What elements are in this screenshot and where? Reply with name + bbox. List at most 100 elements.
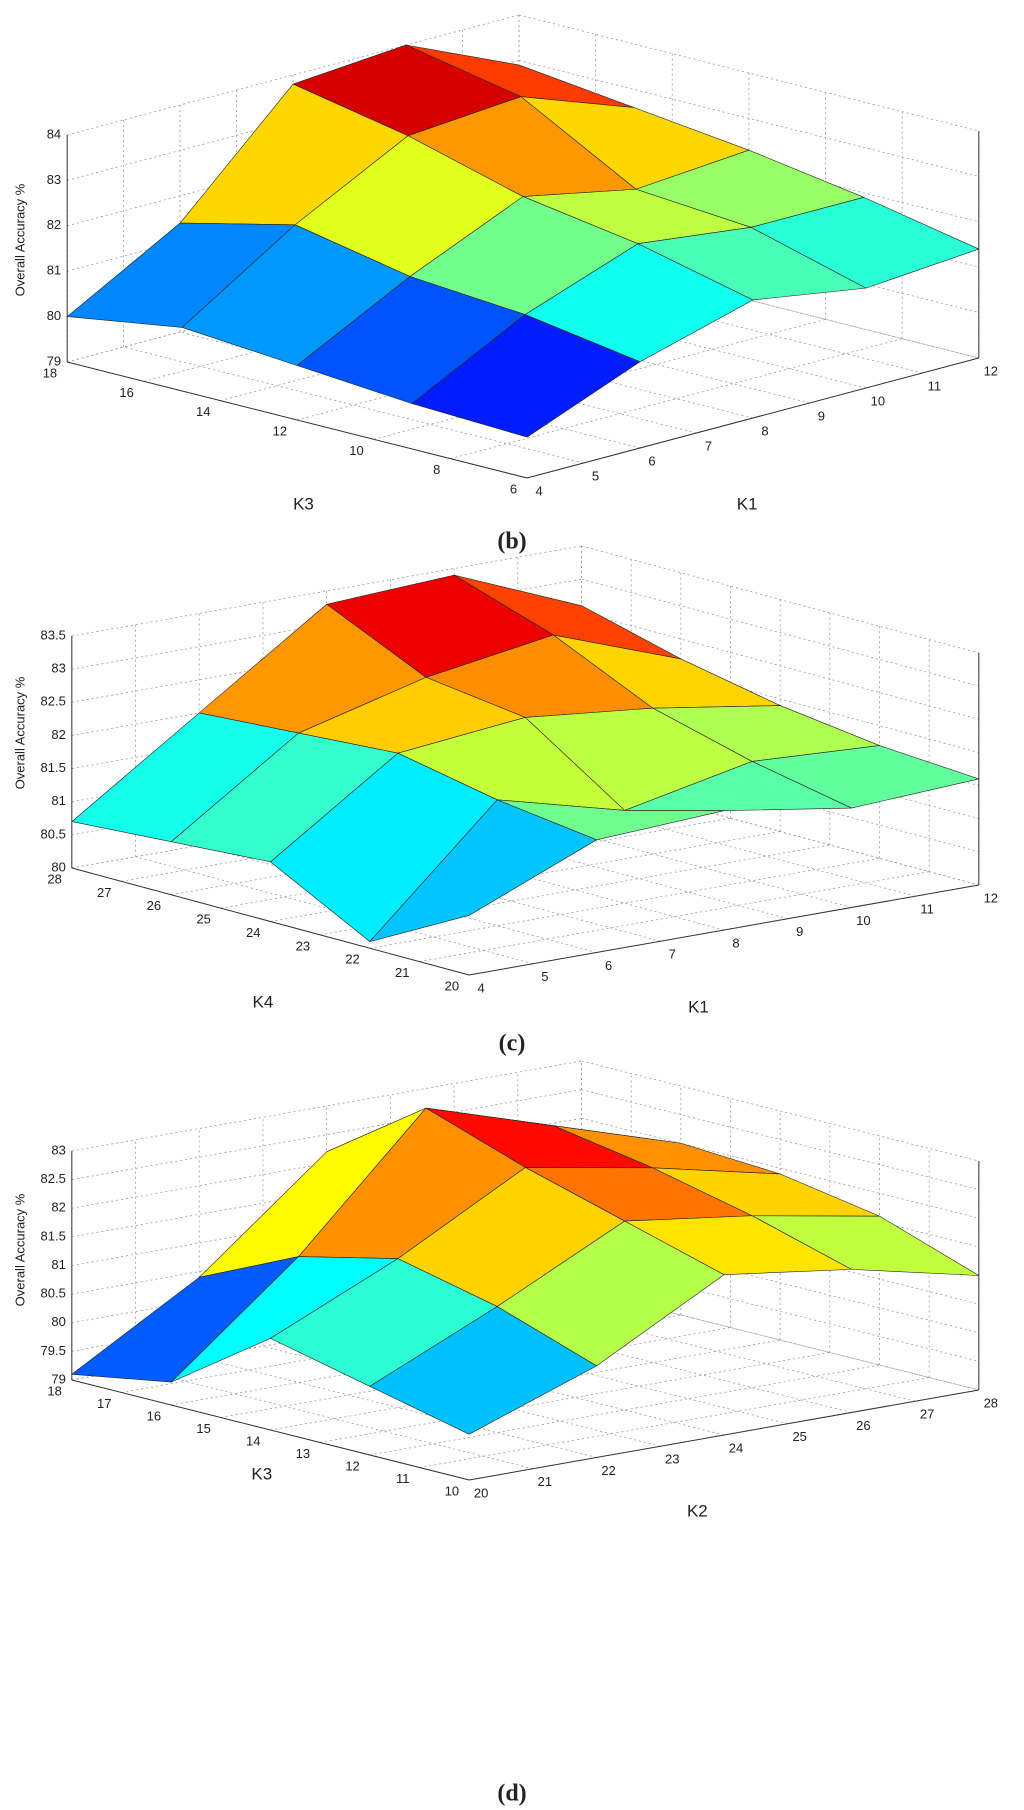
y-tick-label: 23 xyxy=(296,938,310,953)
x-tick-label: 28 xyxy=(984,1395,998,1410)
grid-line xyxy=(518,105,979,223)
y-tick-label: 26 xyxy=(147,898,161,913)
grid-line xyxy=(581,1060,979,1162)
surface-patch xyxy=(369,1306,597,1435)
grid-line xyxy=(419,871,930,963)
grid-line xyxy=(135,1368,533,1470)
grid-line xyxy=(270,1339,781,1431)
y-tick-label: 15 xyxy=(196,1421,210,1436)
x-tick-label: 12 xyxy=(984,890,998,905)
x-tick-label: 7 xyxy=(705,438,712,453)
x-tick-label: 23 xyxy=(665,1452,679,1467)
grid-line xyxy=(581,1203,979,1305)
z-tick-label: 80.5 xyxy=(41,1286,66,1301)
grid-line xyxy=(581,545,979,654)
y-tick-label: 18 xyxy=(47,1383,61,1398)
z-tick-label: 83 xyxy=(51,1142,65,1157)
y-tick-label: 6 xyxy=(510,481,517,496)
y-tick-label: 14 xyxy=(246,1433,260,1448)
z-tick-label: 82 xyxy=(51,727,65,742)
grid-line xyxy=(517,788,916,897)
z-tick-label: 79.5 xyxy=(41,1343,66,1358)
grid-line xyxy=(320,1352,830,1443)
grid-line xyxy=(369,857,880,949)
z-tick-label: 84 xyxy=(47,126,61,141)
x-tick-label: 27 xyxy=(920,1407,934,1422)
y-axis-label: K3 xyxy=(251,1464,272,1483)
y-tick-label: 21 xyxy=(395,965,409,980)
z-tick-label: 83 xyxy=(47,172,61,187)
grid-line xyxy=(581,777,979,886)
caption: (b) xyxy=(497,529,526,555)
x-tick-label: 5 xyxy=(592,468,599,483)
grid-line xyxy=(71,1089,582,1181)
grid-line xyxy=(123,346,584,464)
grid-line xyxy=(581,1117,979,1219)
z-tick-label: 79 xyxy=(47,353,61,368)
z-tick-label: 80 xyxy=(51,859,65,874)
grid-line xyxy=(581,1089,979,1191)
grid-line xyxy=(220,1327,731,1418)
grid-line xyxy=(518,241,979,359)
axis-line xyxy=(469,884,979,976)
grid-line xyxy=(518,60,979,177)
y-tick-label: 11 xyxy=(396,1471,410,1486)
y-axis-label: K3 xyxy=(293,494,314,513)
z-tick-label: 80.5 xyxy=(41,826,66,841)
z-tick-label: 82 xyxy=(51,1200,65,1215)
grid-line xyxy=(199,1357,597,1458)
axis-line xyxy=(67,361,528,479)
y-tick-label: 14 xyxy=(196,404,210,419)
x-axis-label: K1 xyxy=(688,997,709,1016)
x-tick-label: 11 xyxy=(928,378,942,393)
y-tick-label: 16 xyxy=(147,1408,161,1423)
y-tick-label: 28 xyxy=(47,871,61,886)
z-tick-label: 83 xyxy=(51,661,65,676)
grid-line xyxy=(453,800,852,908)
x-axis-label: K2 xyxy=(687,1501,708,1520)
z-tick-label: 81.5 xyxy=(41,760,66,775)
axis-line xyxy=(469,1389,979,1481)
grid-line xyxy=(581,1289,979,1391)
grid-line xyxy=(581,1260,979,1362)
x-tick-label: 21 xyxy=(538,1474,552,1489)
x-tick-label: 25 xyxy=(792,1429,806,1444)
y-tick-label: 22 xyxy=(345,952,359,967)
x-tick-label: 6 xyxy=(605,958,612,973)
y-tick-label: 24 xyxy=(246,925,260,940)
z-tick-label: 81 xyxy=(51,793,65,808)
z-tick-label: 82.5 xyxy=(41,1171,66,1186)
y-tick-label: 8 xyxy=(433,462,440,477)
caption: (c) xyxy=(499,1031,526,1057)
grid-line xyxy=(71,545,582,637)
z-tick-label: 79 xyxy=(51,1371,65,1386)
y-axis-label: K4 xyxy=(253,992,274,1011)
x-tick-label: 8 xyxy=(761,423,768,438)
z-tick-label: 82.5 xyxy=(41,694,66,709)
y-tick-label: 13 xyxy=(296,1446,310,1461)
x-tick-label: 9 xyxy=(818,408,825,423)
y-tick-label: 25 xyxy=(196,912,210,927)
z-tick-label: 80 xyxy=(47,308,61,323)
x-tick-label: 22 xyxy=(601,1463,615,1478)
x-tick-label: 9 xyxy=(796,924,803,939)
x-tick-label: 6 xyxy=(648,453,655,468)
x-tick-label: 5 xyxy=(541,969,548,984)
y-tick-label: 12 xyxy=(273,423,287,438)
surface-patch xyxy=(369,799,597,942)
surface-patch xyxy=(411,314,641,438)
x-tick-label: 4 xyxy=(478,980,485,995)
y-tick-label: 18 xyxy=(43,365,57,380)
y-tick-label: 10 xyxy=(445,1483,459,1498)
z-tick-label: 80 xyxy=(51,1314,65,1329)
axis-line xyxy=(71,867,470,976)
z-tick-label: 81 xyxy=(51,1257,65,1272)
x-tick-label: 26 xyxy=(856,1418,870,1433)
y-tick-label: 27 xyxy=(97,885,111,900)
z-tick-label: 81 xyxy=(47,263,61,278)
y-tick-label: 17 xyxy=(97,1396,111,1411)
x-axis-label: K1 xyxy=(737,494,758,513)
x-tick-label: 10 xyxy=(856,913,870,928)
grid-line xyxy=(581,645,979,753)
